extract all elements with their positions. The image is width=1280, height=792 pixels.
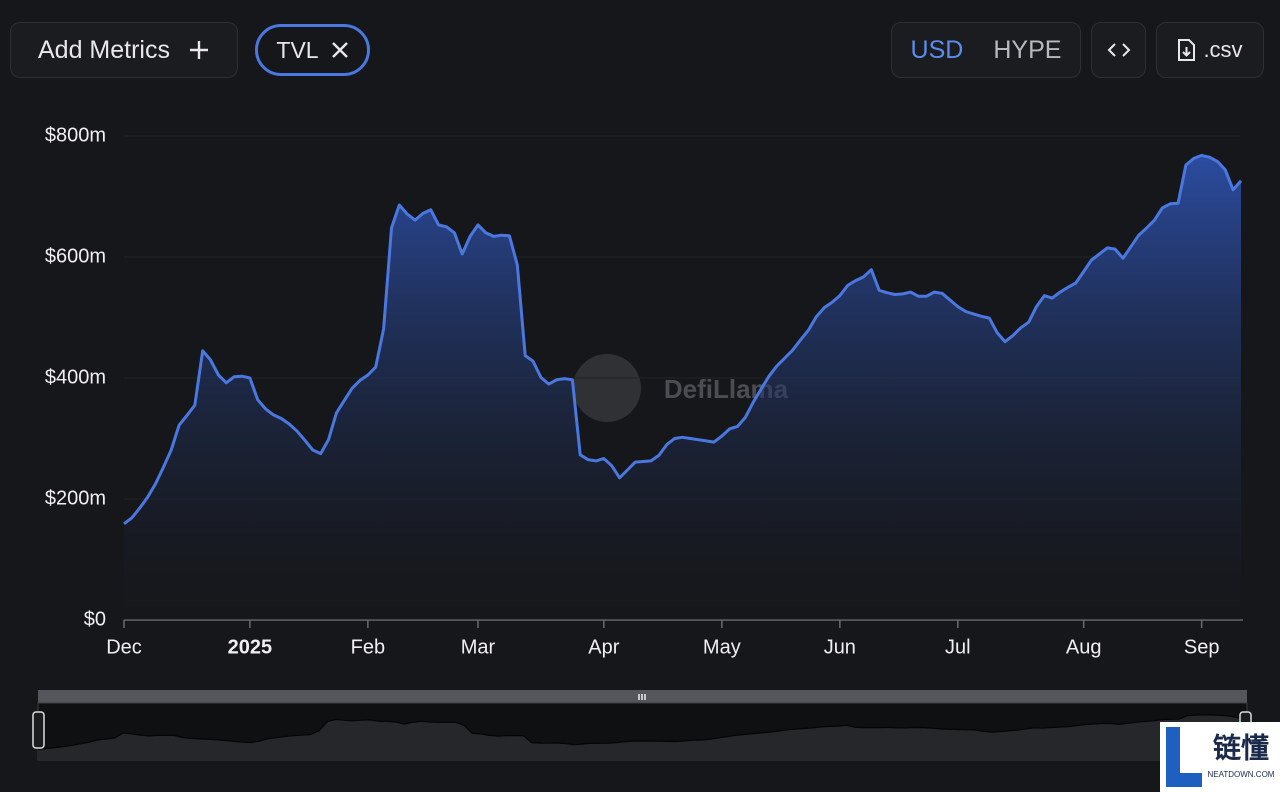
currency-toggle: USD HYPE xyxy=(891,22,1081,78)
y-tick-label: $800m xyxy=(45,124,106,146)
csv-button[interactable]: .csv xyxy=(1156,22,1264,78)
x-tick-label: Feb xyxy=(351,636,385,658)
watermark: DefiLlama xyxy=(664,374,789,404)
currency-option[interactable]: HYPE xyxy=(993,35,1062,64)
add-metrics-button[interactable]: Add Metrics xyxy=(10,22,238,78)
navigator-bar xyxy=(38,690,1247,703)
navigator-area xyxy=(38,714,1247,759)
x-tick-label: Jun xyxy=(824,636,856,658)
y-tick-label: $0 xyxy=(84,608,106,630)
navigator xyxy=(37,702,1248,761)
line xyxy=(123,153,1243,525)
watermark-logo xyxy=(573,354,641,422)
y-tick-label: $600m xyxy=(45,245,106,267)
x-tick-label: Jul xyxy=(945,636,971,658)
navigator-grip xyxy=(638,694,646,700)
y-tick-label: $400m xyxy=(45,366,106,388)
csv-label: .csv xyxy=(1203,37,1243,62)
x-tick-label: Sep xyxy=(1184,636,1220,658)
metric-chip[interactable]: TVL xyxy=(255,24,370,76)
corner-badge xyxy=(1160,722,1280,792)
plus-icon xyxy=(189,41,208,59)
file-icon xyxy=(1178,39,1196,61)
navigator-handle[interactable] xyxy=(32,711,45,749)
x-tick-label: Apr xyxy=(588,636,619,658)
area xyxy=(124,155,1241,620)
embed-button[interactable] xyxy=(1091,22,1146,78)
close-icon[interactable] xyxy=(331,41,349,59)
x-tick-label: 2025 xyxy=(228,636,273,658)
badge-subtitle: NEATDOWN.COM xyxy=(1208,770,1275,779)
y-tick-label: $200m xyxy=(45,487,106,509)
x-tick-label: Dec xyxy=(106,636,142,658)
x-tick-label: Mar xyxy=(461,636,496,658)
x-tick-label: Aug xyxy=(1066,636,1102,658)
add-metrics-label: Add Metrics xyxy=(38,35,170,64)
navigator-handle[interactable] xyxy=(1239,711,1252,749)
badge-logo xyxy=(1166,727,1202,787)
currency-option[interactable]: USD xyxy=(910,35,964,64)
badge-title: 链懂 xyxy=(1213,732,1269,763)
navigator-line xyxy=(37,714,1248,750)
metric-chip-label: TVL xyxy=(276,36,319,63)
x-tick-label: May xyxy=(703,636,741,658)
code-icon xyxy=(1107,43,1130,57)
